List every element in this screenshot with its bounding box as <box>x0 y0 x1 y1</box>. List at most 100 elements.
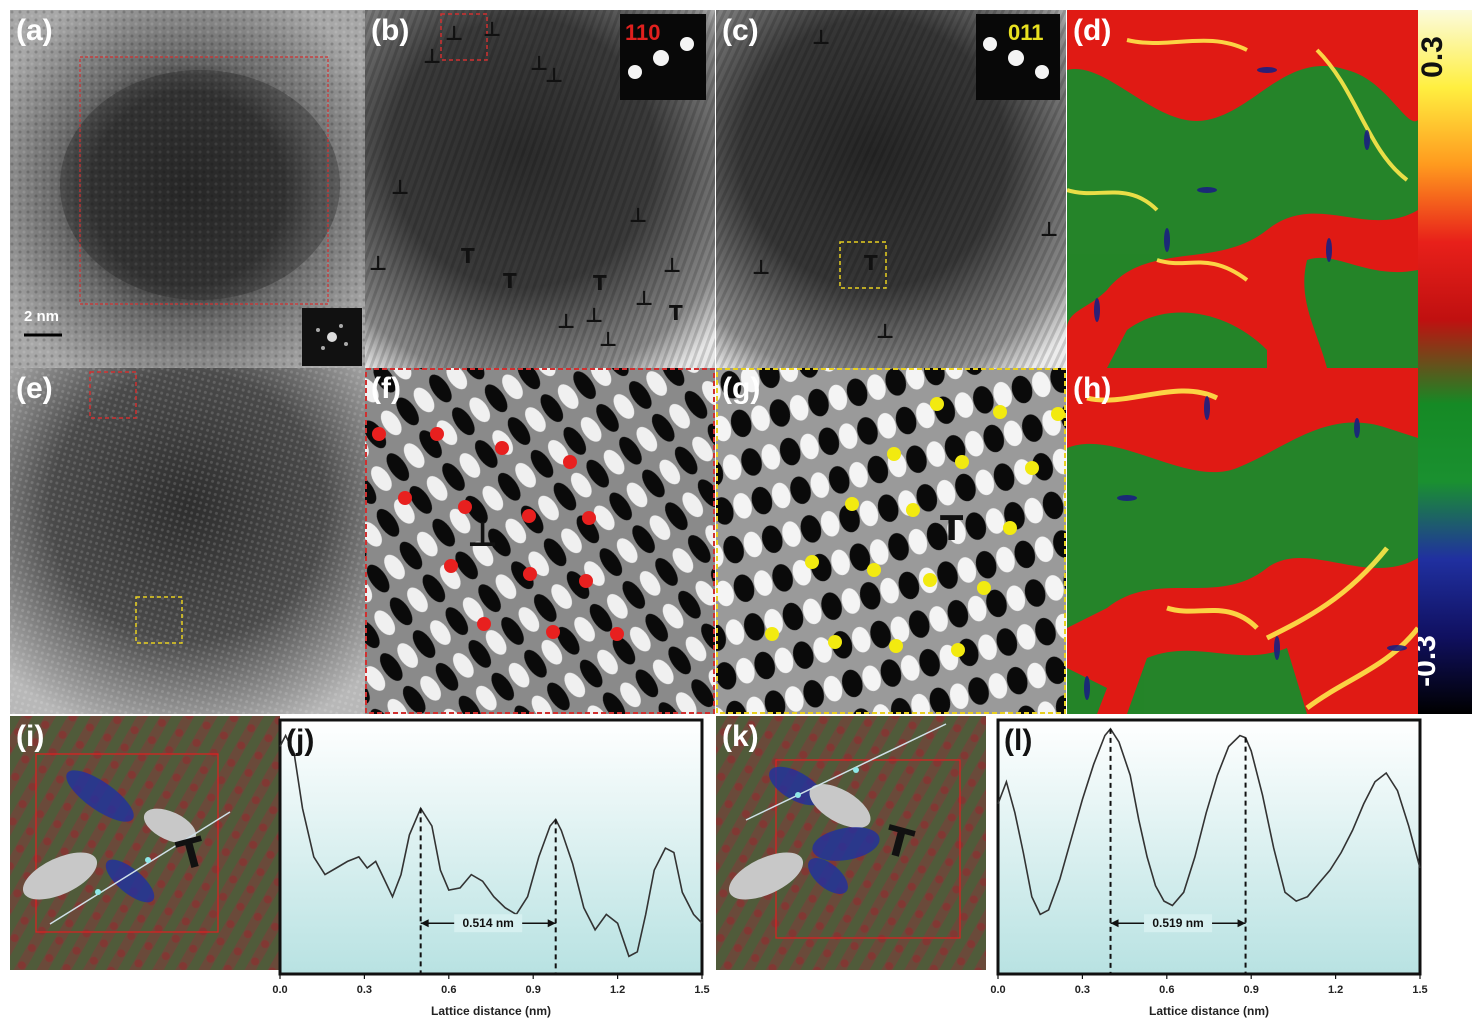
dimension-label: 0.514 nm <box>462 916 513 930</box>
dislocation-markers-c: ⊥ ⊥ ⊥ T ⊥ <box>752 25 1058 343</box>
atom-dot <box>889 639 903 653</box>
atom-dot <box>523 567 537 581</box>
atom-dot <box>955 455 969 469</box>
svg-text:⊥: ⊥ <box>423 44 441 68</box>
profile-line <box>997 727 1421 916</box>
zone-axis-label-c: 011 <box>1008 20 1044 45</box>
atom-dot <box>582 511 596 525</box>
x-tick-label: 0.3 <box>1075 984 1090 996</box>
dimension-label-bg <box>1144 914 1213 933</box>
svg-text:⊥: ⊥ <box>585 303 603 327</box>
svg-text:⊥: ⊥ <box>369 251 387 275</box>
svg-text:T: T <box>461 244 475 268</box>
dimension-label: 0.519 nm <box>1152 916 1203 930</box>
plot-area <box>996 718 1422 976</box>
panel-d: (d) <box>1067 10 1418 368</box>
plot-area <box>278 718 704 976</box>
svg-text:⊥: ⊥ <box>545 63 563 87</box>
colorbar: 0.3 -0.3 <box>1418 10 1472 714</box>
dislocation-markers-b: ⊥ ⊥ ⊥ ⊥ ⊥ ⊥ ⊥ T ⊥ T T ⊥ T ⊥ ⊥ ⊥ ⊥ <box>369 17 683 351</box>
svg-text:⊥: ⊥ <box>483 17 501 41</box>
x-tick-label: 1.5 <box>1412 984 1427 996</box>
atom-dot <box>845 497 859 511</box>
svg-text:T: T <box>669 301 683 325</box>
svg-text:⊥: ⊥ <box>557 309 575 333</box>
panel-label-c: (c) <box>722 14 759 47</box>
line-profile-l: 0.519 nm 0.0 0.3 0.6 0.9 1.2 1.5 Lattice distan… <box>990 718 1428 1018</box>
x-axis-title: Lattice distance (nm) <box>1149 1004 1269 1018</box>
atom-dot <box>546 625 560 639</box>
panel-l: 0.519 nm 0.0 0.3 0.6 0.9 1.2 1.5 Lattice distan… <box>986 716 1436 1024</box>
atom-dot <box>923 573 937 587</box>
panel-h: (h) <box>1067 368 1418 714</box>
atom-dot <box>828 635 842 649</box>
panel-f: ⊥ (f) <box>365 368 715 714</box>
x-tick-label: 1.5 <box>694 984 709 996</box>
atom-dot <box>477 617 491 631</box>
colorbar-max-label: 0.3 <box>1418 36 1449 78</box>
svg-text:T: T <box>864 251 878 275</box>
colorbar-min-label: -0.3 <box>1418 635 1442 687</box>
atom-dot <box>444 559 458 573</box>
panel-label-l: (l) <box>1004 724 1033 757</box>
x-tick-label: 0.6 <box>441 984 456 996</box>
hrtem-image-a <box>10 10 365 368</box>
panel-g: T (g) <box>716 368 1066 714</box>
atom-dot <box>906 503 920 517</box>
panel-b: ⊥ ⊥ ⊥ ⊥ ⊥ ⊥ ⊥ T ⊥ T T ⊥ T ⊥ ⊥ ⊥ ⊥ (b) 11… <box>365 10 715 368</box>
svg-text:T: T <box>593 271 607 295</box>
atom-dot <box>372 427 386 441</box>
colorbar-gradient <box>1418 10 1472 714</box>
svg-text:⊥: ⊥ <box>467 515 498 555</box>
x-tick-label: 0.3 <box>357 984 372 996</box>
atom-dot <box>765 627 779 641</box>
atom-dot <box>563 455 577 469</box>
atom-dot <box>977 581 991 595</box>
panel-label-g: (g) <box>722 372 761 405</box>
svg-text:T: T <box>503 269 517 293</box>
overlay-image-i: T <box>10 716 280 970</box>
svg-text:⊥: ⊥ <box>599 327 617 351</box>
panel-i: T (i) <box>10 716 280 970</box>
x-tick-label: 0.0 <box>990 984 1005 996</box>
atom-dot <box>430 427 444 441</box>
svg-text:⊥: ⊥ <box>530 51 548 75</box>
filtered-image-e <box>10 368 365 714</box>
atom-dot <box>867 563 881 577</box>
panel-label-h: (h) <box>1073 372 1112 405</box>
atom-dot <box>1025 461 1039 475</box>
x-tick-label: 0.6 <box>1159 984 1174 996</box>
panel-c: ⊥ ⊥ ⊥ T ⊥ (c) 011 <box>716 10 1066 368</box>
panel-label-d: (d) <box>1073 14 1112 47</box>
panel-k: T (k) <box>716 716 986 970</box>
panel-label-a: (a) <box>16 14 53 47</box>
svg-text:⊥: ⊥ <box>629 203 647 227</box>
zoomed-lattice-f: ⊥ <box>365 368 715 714</box>
x-tick-label: 1.2 <box>1328 984 1343 996</box>
zoomed-lattice-g: T <box>716 368 1066 714</box>
atom-dot <box>1051 407 1065 421</box>
x-tick-label: 1.2 <box>610 984 625 996</box>
zone-axis-label-b: 110 <box>625 20 661 45</box>
panel-label-j: (j) <box>286 724 315 757</box>
atom-columns-f <box>372 427 624 641</box>
strain-map-d <box>1067 10 1418 368</box>
panel-label-k: (k) <box>722 720 759 753</box>
atom-dot <box>398 491 412 505</box>
svg-text:⊥: ⊥ <box>391 175 409 199</box>
overlay-image-k: T <box>716 716 986 970</box>
x-tick-label: 0.9 <box>1244 984 1259 996</box>
line-profile-j: 0.514 nm 0.0 0.3 0.6 0.9 1.2 1.5 Lattice distan… <box>272 718 710 1018</box>
atom-dot <box>887 447 901 461</box>
atom-dot <box>805 555 819 569</box>
svg-text:⊥: ⊥ <box>812 25 830 49</box>
atom-dot <box>579 574 593 588</box>
x-tick-label: 0.9 <box>526 984 541 996</box>
scale-bar-label: 2 nm <box>24 308 60 325</box>
panel-label-i: (i) <box>16 720 45 753</box>
svg-text:⊥: ⊥ <box>876 319 894 343</box>
svg-text:⊥: ⊥ <box>445 21 463 45</box>
svg-text:⊥: ⊥ <box>1040 217 1058 241</box>
atom-columns-g <box>765 397 1065 657</box>
dimension-label-bg <box>454 914 523 933</box>
